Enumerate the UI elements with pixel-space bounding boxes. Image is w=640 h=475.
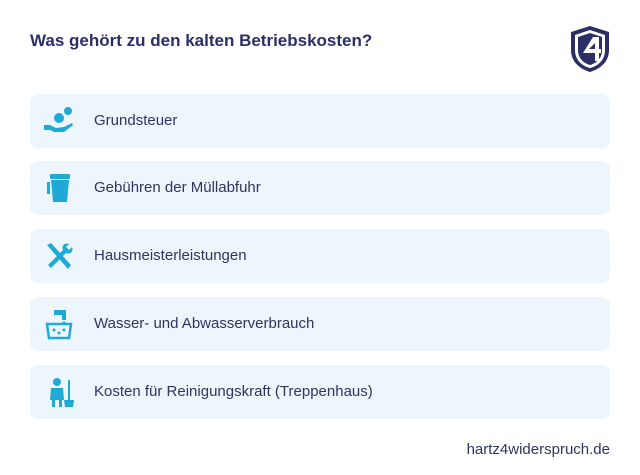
item-card: Gebühren der Müllabfuhr: [30, 161, 610, 215]
item-label: Wasser- und Abwasserverbrauch: [94, 315, 315, 332]
icon-tax: [44, 107, 73, 132]
icon-cleaner: [50, 378, 74, 407]
icon-bin: [47, 174, 70, 202]
item-card: Kosten für Reinigungskraft (Treppenhaus): [30, 365, 610, 419]
item-label: Kosten für Reinigungskraft (Treppenhaus): [94, 383, 373, 400]
item-card: Hausmeisterleistungen: [30, 229, 610, 283]
logo: [571, 26, 609, 72]
title: Was gehört zu den kalten Betriebskosten?: [30, 31, 373, 50]
item-label: Hausmeisterleistungen: [94, 247, 247, 264]
item-card: Grundsteuer: [30, 94, 610, 148]
icon-water: [45, 310, 73, 340]
item-label: Gebühren der Müllabfuhr: [94, 179, 261, 196]
item-card: Wasser- und Abwasserverbrauch: [30, 297, 610, 351]
item-label: Grundsteuer: [94, 112, 178, 129]
footer-url: hartz4widerspruch.de: [466, 441, 610, 458]
icon-tools: [47, 243, 73, 269]
